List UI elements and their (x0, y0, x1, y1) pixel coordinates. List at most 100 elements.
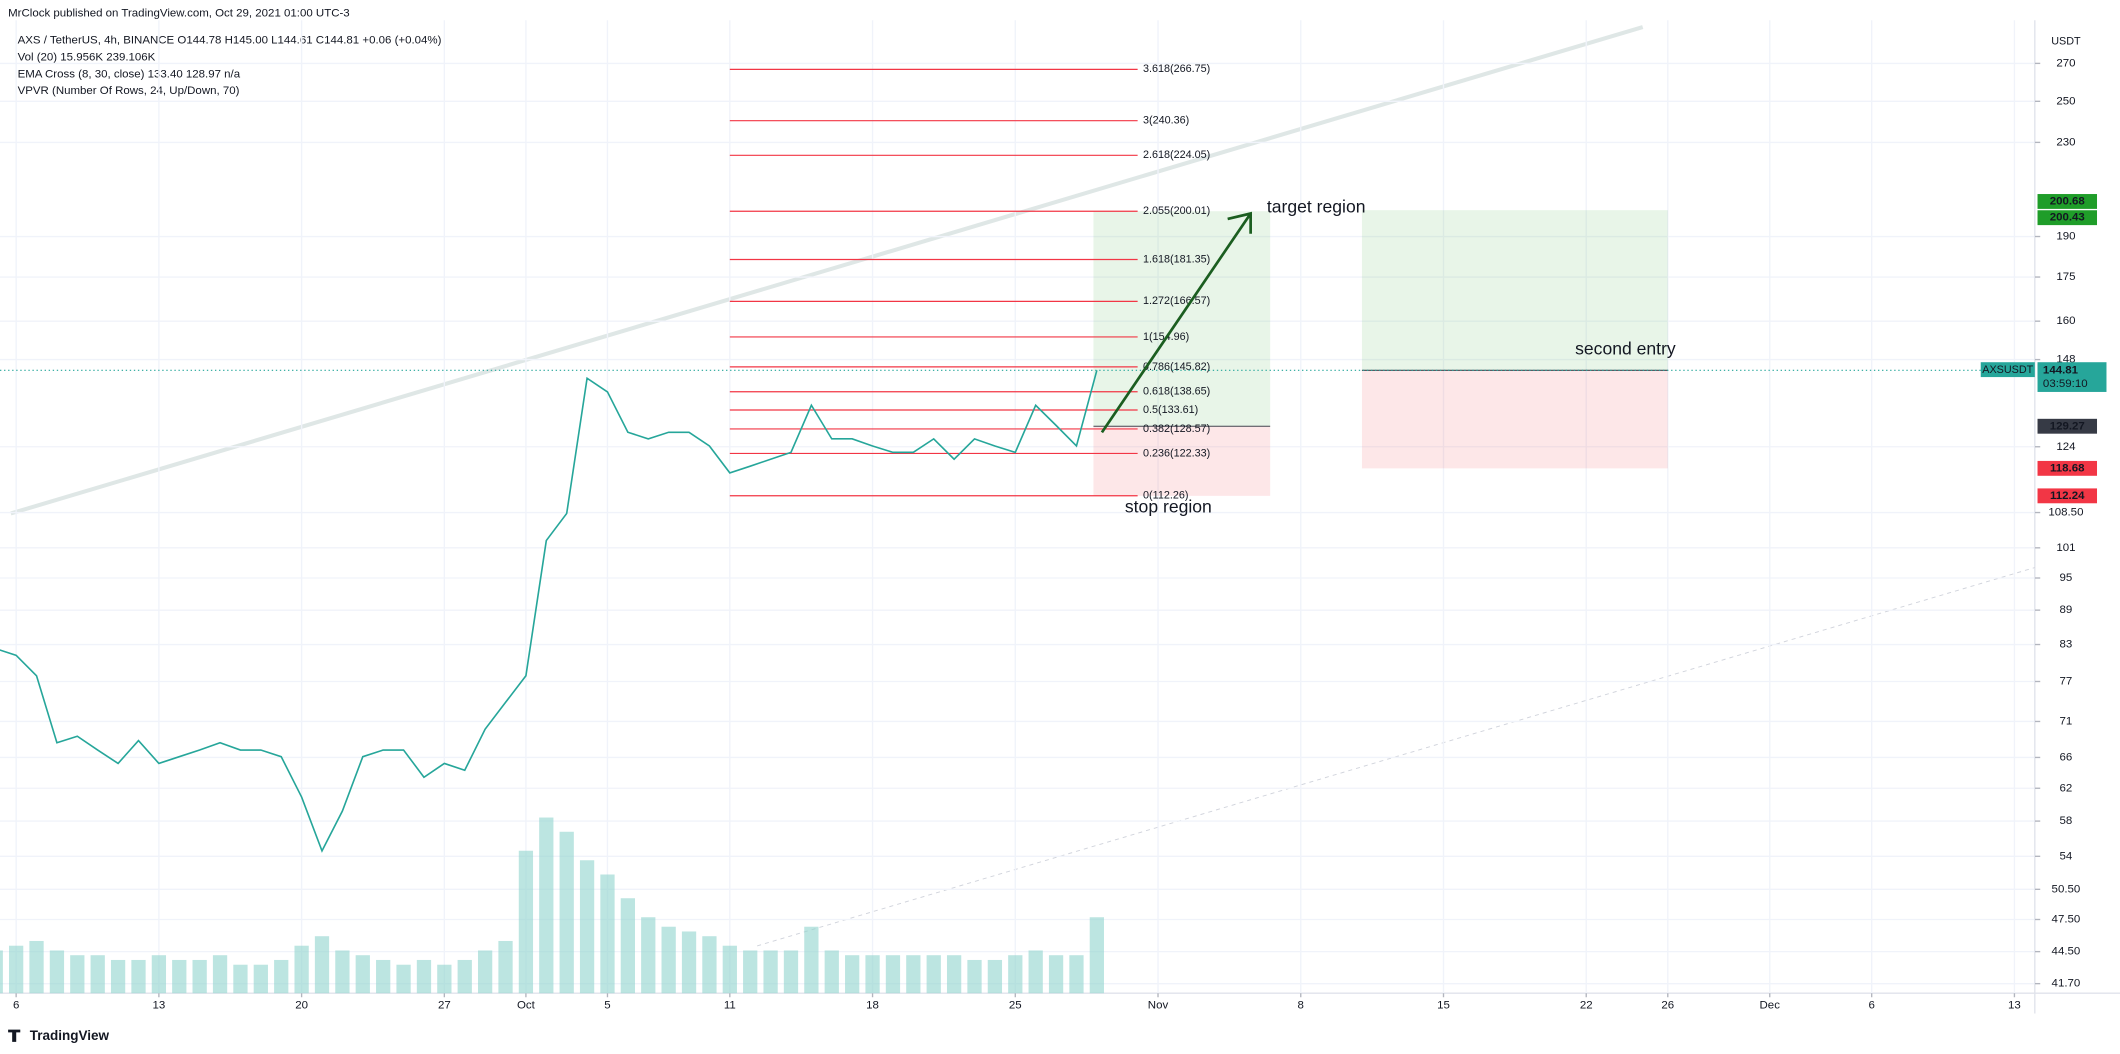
volume-bar (702, 936, 717, 994)
target-zone (1093, 211, 1271, 427)
legend-line: EMA Cross (8, 30, close) 133.40 128.97 n… (18, 68, 241, 80)
volume-bar (865, 955, 880, 994)
volume-bar (600, 874, 615, 994)
price-line (0, 370, 1098, 853)
x-tick-label: 5 (604, 999, 610, 1011)
fib-label: 0.618(138.65) (1143, 386, 1210, 398)
fib-label: 0.236(122.33) (1143, 447, 1210, 459)
legend-line: Vol (20) 15.956K 239.106K (18, 51, 156, 63)
y-tick-label: 124 (2056, 441, 2076, 453)
volume-bar (1008, 955, 1023, 994)
volume-bar (681, 931, 697, 994)
volume-bar (722, 945, 737, 994)
volume-bar (518, 850, 534, 994)
y-tick-label: 175 (2056, 271, 2075, 283)
volume-bar (110, 959, 126, 994)
volume-bar (783, 950, 799, 994)
volume-bar (987, 959, 1003, 994)
x-tick-label: 6 (13, 999, 19, 1011)
published: MrClock published on TradingView.com, Oc… (8, 8, 350, 20)
y-tick-label: 95 (2060, 572, 2073, 584)
volume-bar (253, 964, 268, 994)
symbol-badge (1980, 362, 2035, 378)
x-tick-label: 22 (1580, 999, 1593, 1011)
x-tick-label: 27 (438, 999, 451, 1011)
volume-bar (355, 955, 370, 994)
annotation: second entry (1575, 339, 1676, 359)
y-tick-label: 160 (2056, 315, 2075, 327)
trend-line-dashed (757, 567, 2035, 947)
volume-bar (906, 955, 921, 994)
y-tick-label: 66 (2060, 751, 2073, 763)
volume-bar (192, 959, 207, 994)
annotation: target region (1267, 197, 1366, 217)
y-tick-label: 108.50 (2048, 507, 2083, 519)
price-badge-label: 200.68 (2050, 195, 2086, 207)
x-tick-label: 26 (1661, 999, 1674, 1011)
x-tick-label: 25 (1009, 999, 1022, 1011)
fib-label: 0(112.26) (1143, 490, 1188, 502)
volume-bar (1089, 917, 1104, 994)
annotation: stop region (1125, 497, 1212, 517)
y-tick-label: 41.70 (2052, 978, 2081, 990)
volume-bar (1069, 955, 1084, 994)
volume-bar (946, 955, 962, 994)
volume-bar (274, 959, 289, 994)
volume-bar (376, 959, 391, 994)
volume-bar (885, 955, 901, 994)
x-tick-label: 8 (1298, 999, 1304, 1011)
y-tick-label: 71 (2060, 715, 2073, 727)
target-zone (1361, 210, 1668, 371)
y-tick-label: 270 (2056, 57, 2075, 69)
volume-bar (620, 898, 636, 994)
y-tick-label: 89 (2060, 604, 2073, 616)
x-tick-label: Oct (517, 999, 536, 1011)
price-badge (2037, 488, 2098, 504)
brand: TradingView (30, 1028, 110, 1043)
fib-label: 1.272(166.57) (1143, 295, 1210, 307)
volume-bar (559, 831, 574, 994)
volume-bar (90, 955, 105, 994)
y-tick-label: 47.50 (2052, 914, 2081, 926)
x-tick-label: 6 (1868, 999, 1874, 1011)
price-badge-label: 118.68 (2050, 462, 2085, 474)
volume-bar (539, 817, 554, 994)
volume-bar (763, 950, 778, 994)
volume-bar (294, 945, 309, 994)
volume-bar (641, 917, 656, 994)
price-badge (2037, 418, 2098, 434)
price-badge (2037, 460, 2098, 476)
volume-bar (131, 959, 146, 994)
arrow (1100, 211, 1252, 434)
volume-bar (1028, 950, 1043, 994)
price-badge-label: 200.43 (2050, 212, 2085, 224)
volume-bar (743, 950, 758, 994)
y-tick-label: 250 (2056, 95, 2075, 107)
x-tick-label: Nov (1148, 999, 1169, 1011)
volume-bar (49, 950, 65, 994)
currency: USDT (2051, 36, 2081, 48)
stop-zone (1093, 426, 1271, 496)
x-tick-label: 13 (152, 999, 165, 1011)
fib-label: 2.055(200.01) (1143, 205, 1210, 217)
fib-label: 1.618(181.35) (1143, 253, 1210, 265)
legend-line: VPVR (Number Of Rows, 24, Up/Down, 70) (18, 85, 240, 97)
volume-bar (314, 936, 330, 994)
x-tick-label: 18 (866, 999, 879, 1011)
fib-label: 3(240.36) (1143, 115, 1189, 127)
volume-bar (70, 955, 85, 994)
volume-bar (416, 959, 432, 994)
fib-label: 0.5(133.61) (1143, 404, 1198, 416)
y-tick-label: 62 (2060, 782, 2073, 794)
volume-bar (9, 945, 24, 994)
current-value: 144.81 (2043, 364, 2079, 376)
y-tick-label: 83 (2060, 639, 2073, 651)
volume-bar (396, 964, 411, 994)
fib-label: 2.618(224.05) (1143, 149, 1210, 161)
x-tick-label: Dec (1760, 999, 1781, 1011)
legend-line: AXS / TetherUS, 4h, BINANCE O144.78 H145… (18, 35, 442, 47)
fib-label: 0.786(145.82) (1143, 361, 1210, 373)
y-tick-label: 190 (2056, 231, 2075, 243)
